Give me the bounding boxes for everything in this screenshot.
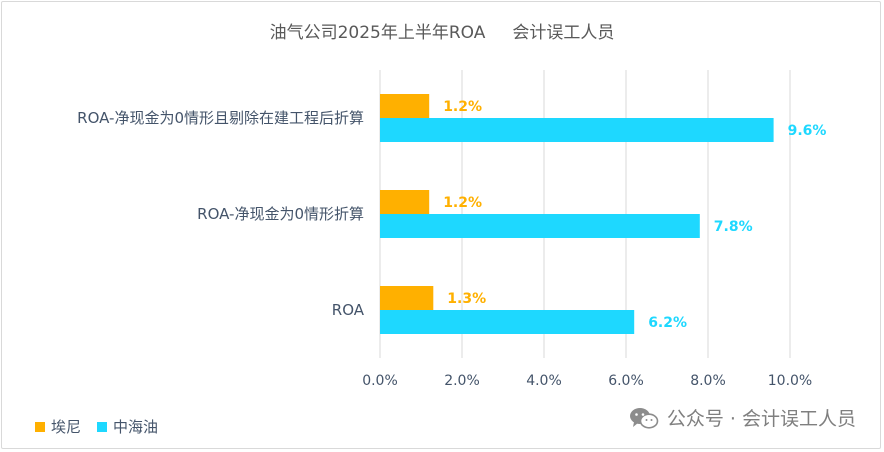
legend-item-eni: 埃尼 [35, 416, 81, 437]
x-tick-label-5: 10.0% [768, 373, 812, 389]
x-tick-label-3: 6.0% [608, 373, 644, 389]
watermark-text: 公众号 · 会计误工人员 [666, 408, 856, 430]
legend-label-eni: 埃尼 [51, 418, 82, 436]
category-label-1: ROA-净现金为0情形折算 [197, 205, 364, 223]
data-label-0-0: 1.2% [443, 99, 482, 115]
category-label-2: ROA [332, 301, 365, 319]
legend-item-cnooc: 中海油 [97, 416, 158, 437]
legend-swatch-cnooc [97, 421, 108, 432]
data-label-0-2: 1.3% [447, 291, 486, 307]
category-label-0: ROA-净现金为0情形且剔除在建工程后折算 [77, 109, 364, 127]
category-labels: ROA-净现金为0情形且剔除在建工程后折算 ROA-净现金为0情形折算 ROA [77, 109, 365, 319]
bar-1-0 [380, 118, 774, 142]
legend-swatch-eni [35, 421, 45, 432]
data-label-0-1: 1.2% [443, 195, 482, 211]
bar-1-1 [380, 214, 700, 238]
x-axis-tick-labels: 0.0% 2.0% 4.0% 6.0% 8.0% 10.0% [362, 373, 812, 389]
bar-1-2 [380, 310, 635, 334]
x-tick-label-1: 2.0% [444, 373, 480, 389]
legend: 埃尼 中海油 [35, 416, 158, 437]
wechat-icon [629, 407, 659, 429]
legend-label-cnooc: 中海油 [113, 418, 159, 436]
data-label-1-0: 9.6% [788, 123, 827, 139]
data-label-1-2: 6.2% [648, 315, 687, 331]
x-tick-label-0: 0.0% [362, 373, 398, 389]
data-label-1-1: 7.8% [714, 219, 753, 235]
chart-title: 油气公司2025年上半年ROA 会计误工人员 [269, 23, 615, 43]
bars: 1.2% 9.6% 1.2% 7.8% 1.3% 6.2% [380, 94, 826, 334]
bar-0-2 [380, 286, 434, 310]
x-tick-label-2: 4.0% [526, 373, 562, 389]
x-tick-label-4: 8.0% [690, 373, 726, 389]
watermark: 公众号 · 会计误工人员 [629, 404, 856, 431]
bar-0-1 [380, 190, 430, 214]
bar-0-0 [380, 94, 430, 118]
